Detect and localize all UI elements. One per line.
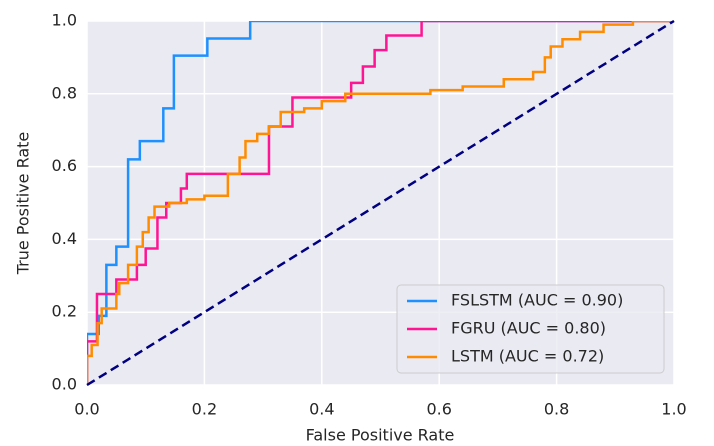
y-tick-label: 0.8 (52, 83, 77, 102)
legend-label: LSTM (AUC = 0.72) (451, 347, 604, 366)
x-tick-label: 0.2 (192, 400, 217, 419)
y-tick-label: 1.0 (52, 11, 77, 30)
x-tick-label: 0.4 (309, 400, 334, 419)
x-tick-label: 1.0 (661, 400, 686, 419)
legend-box (396, 284, 665, 374)
y-tick-label: 0.4 (52, 229, 77, 248)
x-tick-label: 0.8 (544, 400, 569, 419)
y-tick-label: 0.2 (52, 302, 77, 321)
x-axis-label: False Positive Rate (306, 426, 455, 445)
x-tick-label: 0.6 (426, 400, 451, 419)
y-tick-label: 0.6 (52, 156, 77, 175)
reference-line (86, 19, 675, 387)
x-tick-label: 0.0 (74, 400, 99, 419)
roc-line (87, 21, 674, 385)
y-tick-label: 0.0 (52, 375, 77, 394)
roc-line (87, 21, 674, 385)
y-axis-label: True Positive Rate (14, 132, 33, 276)
legend-label: FSLSTM (AUC = 0.90) (451, 291, 623, 310)
legend-label: FGRU (AUC = 0.80) (451, 319, 606, 338)
